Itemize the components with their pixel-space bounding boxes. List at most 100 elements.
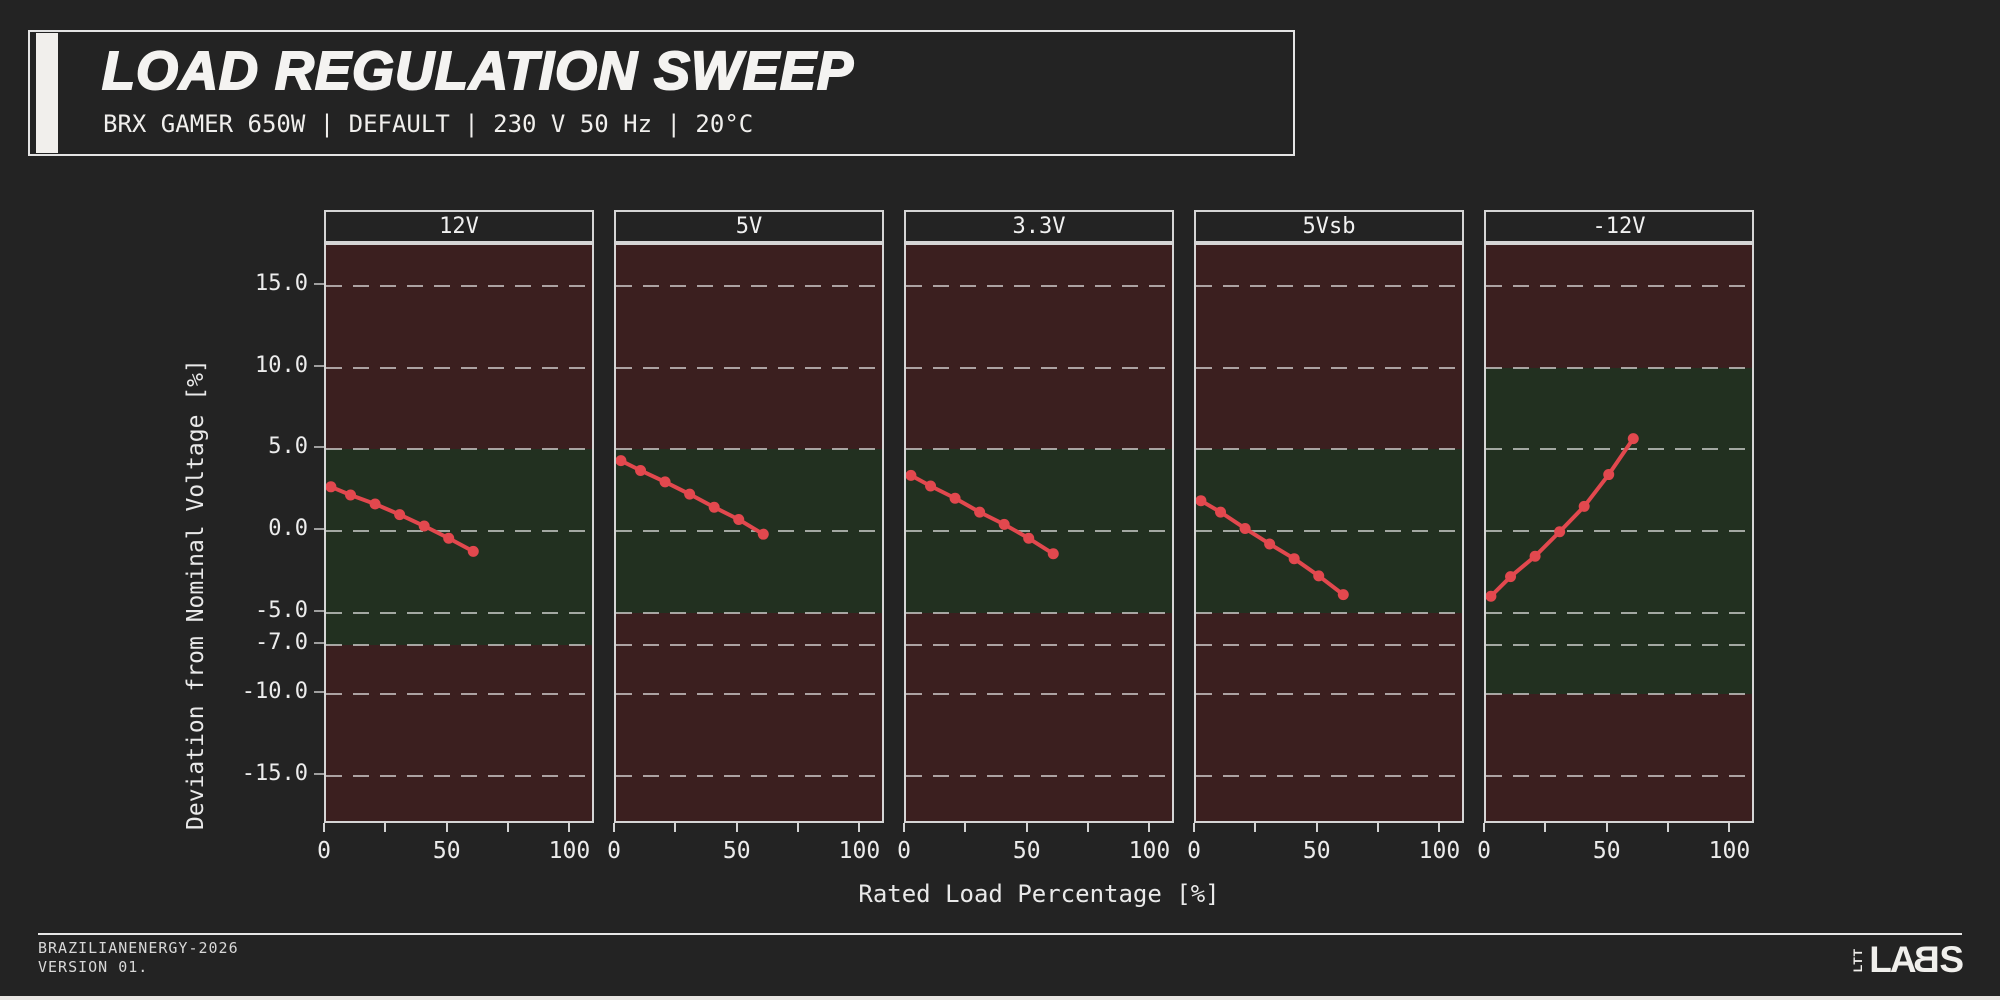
x-tick-mark <box>1254 823 1257 832</box>
gridline--15 <box>906 774 1172 777</box>
gridline--10 <box>616 693 882 696</box>
gridline-10 <box>1486 366 1752 369</box>
x-axis-title: Rated Load Percentage [%] <box>858 880 1220 908</box>
x-tick-mark <box>797 823 800 832</box>
logo-labs-text: LABS <box>1869 939 1964 981</box>
y-tick-label: -5.0 <box>255 597 308 623</box>
data-point-5Vsb-50 <box>1313 570 1325 582</box>
data-point-5V-60 <box>757 528 769 540</box>
data-point-5Vsb-60 <box>1337 589 1349 601</box>
x-tick-label: 100 <box>1418 838 1461 864</box>
panel-plot-5V <box>614 243 884 823</box>
gridline-15 <box>616 284 882 287</box>
x-tick-mark <box>507 823 510 832</box>
gridline-5 <box>326 448 592 451</box>
x-tick-mark <box>1438 823 1441 832</box>
gridline-10 <box>1196 366 1462 369</box>
x-tick-label: 100 <box>548 838 591 864</box>
x-tick-mark <box>903 823 905 832</box>
x-tick-label: 0 <box>1187 838 1201 864</box>
x-tick-mark <box>1483 823 1485 832</box>
gridline--7 <box>906 644 1172 647</box>
logo-letter-L: L <box>1869 939 1892 980</box>
data-point-5Vsb-30 <box>1264 538 1276 550</box>
data-point--12V-20 <box>1529 550 1541 562</box>
footer-meta-line2: VERSION 01. <box>38 958 149 976</box>
panel-title-3.3V: 3.3V <box>904 210 1174 243</box>
gridline-15 <box>326 284 592 287</box>
data-point-3.3V-60 <box>1047 548 1059 560</box>
footer-divider <box>38 933 1962 935</box>
data-point-3.3V-30 <box>974 506 986 518</box>
gridline-15 <box>906 284 1172 287</box>
gridline--15 <box>1196 774 1462 777</box>
y-tick-mark <box>314 772 324 775</box>
gridline-0 <box>616 529 882 532</box>
x-tick-label: 100 <box>838 838 881 864</box>
y-tick-mark <box>314 282 324 285</box>
data-point-5V-40 <box>708 501 720 513</box>
x-tick-mark <box>1377 823 1380 832</box>
data-point-3.3V-50 <box>1023 532 1035 544</box>
header-box <box>28 30 1295 156</box>
gridline-5 <box>1196 448 1462 451</box>
gridline-0 <box>906 529 1172 532</box>
y-tick-mark <box>314 691 324 694</box>
gridline--7 <box>616 644 882 647</box>
x-tick-mark <box>1315 823 1318 832</box>
data-point-5Vsb-10 <box>1215 506 1227 518</box>
x-tick-label: 0 <box>897 838 911 864</box>
data-point-12V-2 <box>326 481 337 493</box>
y-tick-label: 5.0 <box>268 434 308 460</box>
panel-title-5V: 5V <box>614 210 884 243</box>
data-point-5Vsb-40 <box>1288 553 1300 565</box>
data-point-12V-50 <box>443 532 455 544</box>
data-point-3.3V-40 <box>998 518 1010 530</box>
series-line-5Vsb <box>1196 495 1349 601</box>
gridline--7 <box>1486 644 1752 647</box>
data-point-5Vsb-2 <box>1196 495 1207 507</box>
x-tick-label: 100 <box>1708 838 1751 864</box>
data-point-12V-40 <box>418 520 430 532</box>
x-tick-mark <box>735 823 738 832</box>
logo-letter-S: S <box>1939 939 1964 980</box>
panel-plot-5Vsb <box>1194 243 1464 823</box>
logo-letter-B: B <box>1914 939 1940 980</box>
gridline--10 <box>906 693 1172 696</box>
x-tick-mark <box>1148 823 1151 832</box>
x-tick-label: 0 <box>607 838 621 864</box>
gridline-5 <box>1486 448 1752 451</box>
gridline-0 <box>1486 529 1752 532</box>
x-tick-label: 0 <box>317 838 331 864</box>
x-tick-label: 100 <box>1128 838 1171 864</box>
y-tick-label: -10.0 <box>241 679 308 705</box>
panel-plot--12V <box>1484 243 1754 823</box>
data-point-5V-20 <box>659 476 671 488</box>
panel-title-5Vsb: 5Vsb <box>1194 210 1464 243</box>
y-tick-mark <box>314 446 324 449</box>
gridline--5 <box>616 611 882 614</box>
data-point-12V-10 <box>345 489 357 501</box>
y-tick-label: -7.0 <box>255 630 308 656</box>
series-line-12V <box>326 481 479 557</box>
x-tick-mark <box>858 823 861 832</box>
gridline-0 <box>326 529 592 532</box>
x-tick-label: 50 <box>1012 838 1041 864</box>
x-tick-mark <box>1544 823 1547 832</box>
gridline--15 <box>1486 774 1752 777</box>
gridline--10 <box>326 693 592 696</box>
x-tick-label: 50 <box>1592 838 1621 864</box>
data-point-5Vsb-20 <box>1239 522 1251 534</box>
panel-plot-12V <box>324 243 594 823</box>
y-tick-label: 15.0 <box>255 270 308 296</box>
y-tick-mark <box>314 642 324 645</box>
x-tick-mark <box>1087 823 1090 832</box>
logo-ltt-text: LTT <box>1851 947 1866 973</box>
x-tick-label: 50 <box>432 838 461 864</box>
x-tick-mark <box>964 823 967 832</box>
y-tick-label: 0.0 <box>268 515 308 541</box>
panel-title-12V: 12V <box>324 210 594 243</box>
x-tick-label: 50 <box>1302 838 1331 864</box>
data-point-5V-30 <box>684 488 696 500</box>
data-point--12V-2 <box>1486 590 1497 602</box>
